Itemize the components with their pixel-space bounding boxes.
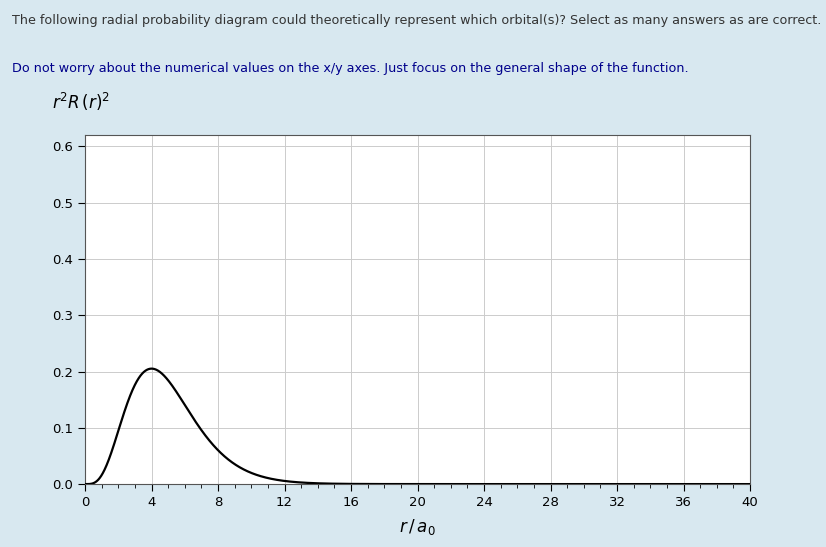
- Text: Do not worry about the numerical values on the x/y axes. Just focus on the gener: Do not worry about the numerical values …: [12, 62, 689, 75]
- Text: $r^2R\,(r)^2$: $r^2R\,(r)^2$: [52, 91, 110, 113]
- X-axis label: $r\,/\,a_0$: $r\,/\,a_0$: [399, 517, 436, 537]
- Text: The following radial probability diagram could theoretically represent which orb: The following radial probability diagram…: [12, 14, 822, 27]
